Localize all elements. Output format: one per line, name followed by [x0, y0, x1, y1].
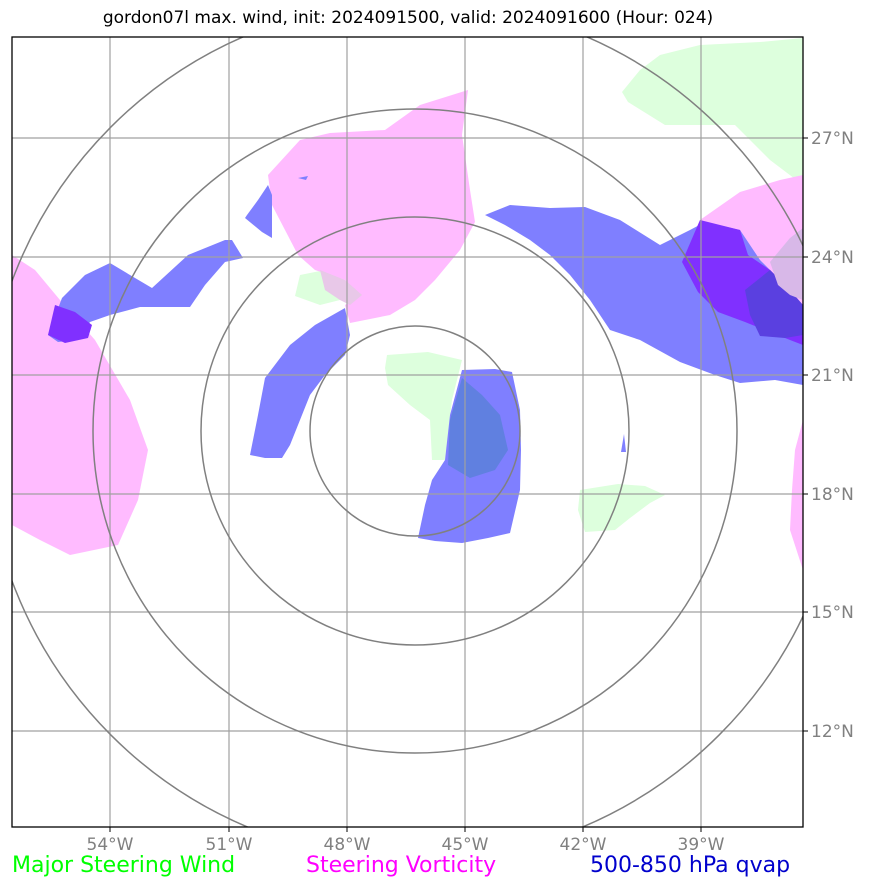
overlap-vorticity-qvap-west: [48, 305, 92, 343]
vorticity-patch-north: [268, 90, 475, 323]
overlap-layer: [48, 220, 803, 478]
longitude-gridlines: [109, 37, 702, 827]
vorticity-patch-far-east-south: [790, 420, 803, 570]
lon-label-48w: 48°W: [324, 835, 371, 855]
qvap-patch-tiny-east: [621, 434, 626, 452]
steering-wind-layer: [295, 38, 803, 532]
lat-label-21n: 21°N: [811, 366, 854, 386]
qvap-patch-small-northwest: [245, 185, 272, 238]
legend-steering-vorticity: Steering Vorticity: [306, 853, 497, 878]
lat-label-27n: 27°N: [811, 129, 854, 149]
range-rings: [12, 37, 803, 827]
legend-steering-wind: Major Steering Wind: [12, 853, 236, 878]
map-frame: [11, 36, 804, 828]
map-title: gordon07l max. wind, init: 2024091500, v…: [102, 8, 714, 28]
wind-patch-center: [385, 352, 462, 460]
longitude-axis: 54°W 51°W 48°W 45°W 42°W 39°W: [87, 827, 725, 855]
latitude-axis: 27°N 24°N 21°N 18°N 15°N 12°N: [803, 129, 854, 742]
lon-label-54w: 54°W: [87, 835, 134, 855]
vorticity-patch-west: [12, 255, 148, 555]
lat-label-15n: 15°N: [811, 603, 854, 623]
qvap-patch-west-arc: [250, 308, 350, 458]
wind-patch-northeast: [622, 38, 803, 185]
overlap-vorticity-qvap-far-east: [745, 270, 803, 338]
overlap-wind-qvap-center: [448, 378, 508, 478]
wind-patch-southeast: [578, 484, 665, 532]
range-ring-third: [92, 108, 738, 754]
range-ring-inner: [309, 325, 521, 537]
lon-label-51w: 51°W: [206, 835, 253, 855]
map-plot-area: [12, 37, 803, 827]
qvap-patch-northwest-band: [48, 240, 243, 342]
legend-qvap: 500-850 hPa qvap: [590, 853, 791, 878]
lon-label-45w: 45°W: [442, 835, 489, 855]
lat-label-24n: 24°N: [811, 248, 854, 268]
lat-label-12n: 12°N: [811, 722, 854, 742]
range-ring-second: [200, 216, 630, 646]
overlap-vorticity-wind-east: [770, 228, 803, 300]
qvap-patch-tiny-north: [298, 176, 308, 180]
overlap-wind-vorticity-north: [320, 270, 362, 305]
lat-label-18n: 18°N: [811, 485, 854, 505]
lon-label-39w: 39°W: [678, 835, 725, 855]
lon-label-42w: 42°W: [560, 835, 607, 855]
